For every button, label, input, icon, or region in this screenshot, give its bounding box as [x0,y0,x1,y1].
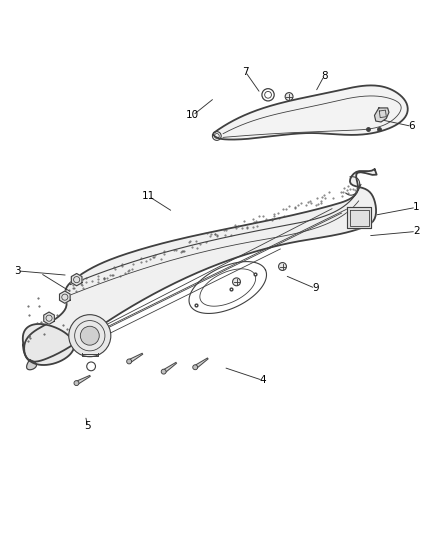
Circle shape [233,278,240,286]
Circle shape [69,314,111,357]
Circle shape [279,263,286,270]
Text: 3: 3 [14,266,21,276]
Polygon shape [71,273,82,286]
Circle shape [80,326,99,345]
Text: 9: 9 [312,284,319,293]
Polygon shape [44,312,54,324]
Polygon shape [23,324,74,365]
Polygon shape [76,375,90,385]
Text: 4: 4 [259,375,266,385]
Polygon shape [347,207,371,229]
Circle shape [193,365,198,370]
Polygon shape [162,362,177,373]
Circle shape [285,93,293,101]
Polygon shape [374,108,389,122]
Text: 1: 1 [413,203,420,212]
Polygon shape [27,360,36,370]
Text: 7: 7 [242,67,249,77]
Text: 11: 11 [142,191,155,201]
Circle shape [127,359,131,364]
Polygon shape [194,358,208,369]
Polygon shape [128,353,143,363]
Polygon shape [24,169,377,362]
Text: 8: 8 [321,71,328,81]
Polygon shape [213,85,408,140]
Text: 5: 5 [84,422,91,431]
Text: 2: 2 [413,227,420,237]
Text: 6: 6 [408,122,415,131]
Polygon shape [60,291,70,303]
Text: 10: 10 [186,110,199,120]
Circle shape [74,381,79,385]
Circle shape [161,369,166,374]
